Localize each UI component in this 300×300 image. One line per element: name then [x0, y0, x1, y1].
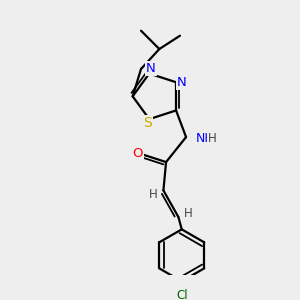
Text: H: H	[184, 207, 193, 220]
Text: O: O	[133, 147, 143, 160]
Text: N: N	[177, 76, 187, 89]
Text: H: H	[208, 132, 216, 145]
Text: H: H	[149, 188, 158, 201]
Text: S: S	[143, 116, 152, 130]
Text: NH: NH	[196, 132, 215, 145]
Text: Cl: Cl	[176, 289, 188, 300]
Text: N: N	[146, 62, 156, 75]
